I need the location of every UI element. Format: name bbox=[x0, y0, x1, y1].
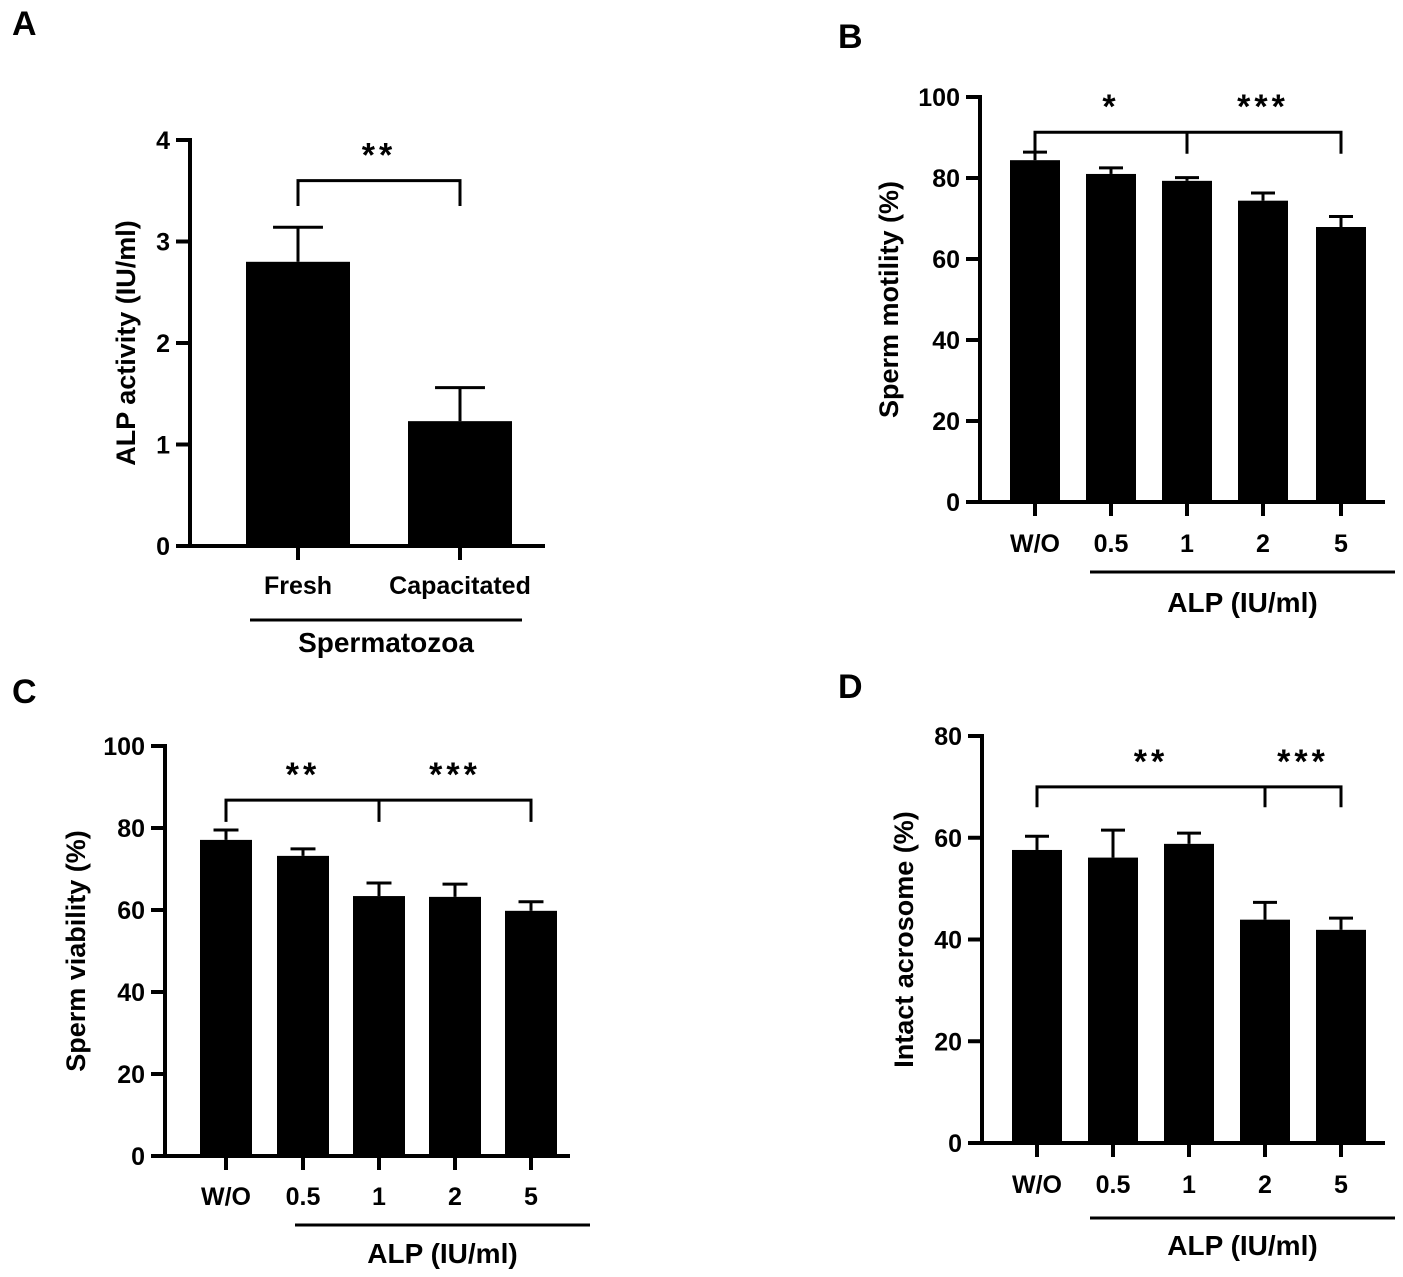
y-tick-label: 0 bbox=[946, 489, 960, 517]
bar bbox=[353, 896, 405, 1156]
significance-stars: *** bbox=[1237, 88, 1289, 126]
x-tick-label: W/O bbox=[1012, 1171, 1062, 1199]
significance-bracket bbox=[224, 798, 533, 822]
x-tick-label: 1 bbox=[1182, 1171, 1196, 1199]
x-tick-label: Fresh bbox=[264, 572, 332, 600]
bar bbox=[1240, 919, 1290, 1143]
bar bbox=[505, 910, 557, 1156]
bar bbox=[408, 421, 512, 546]
x-tick-label: 5 bbox=[524, 1183, 538, 1211]
y-axis-label: Sperm motility (%) bbox=[874, 181, 904, 418]
x-axis-label: ALP (IU/ml) bbox=[1167, 587, 1317, 618]
x-tick-label: 2 bbox=[1258, 1171, 1272, 1199]
y-axis-label: ALP activity (IU/ml) bbox=[111, 220, 141, 466]
significance-stars: * bbox=[1102, 88, 1119, 126]
x-tick-label: 0.5 bbox=[1094, 530, 1129, 558]
bar bbox=[1086, 173, 1136, 502]
y-tick-label: 80 bbox=[932, 165, 960, 193]
y-tick-label: 100 bbox=[918, 84, 960, 112]
significance-stars: *** bbox=[429, 756, 481, 794]
significance-stars: *** bbox=[1277, 743, 1329, 781]
y-tick-label: 40 bbox=[934, 927, 962, 955]
x-tick-label: 1 bbox=[372, 1183, 386, 1211]
y-axis-label: Intact acrosome (%) bbox=[889, 811, 919, 1068]
bar bbox=[277, 855, 329, 1156]
x-tick-label: 0.5 bbox=[286, 1183, 321, 1211]
x-tick-label: 2 bbox=[1256, 530, 1270, 558]
significance-bracket bbox=[1033, 130, 1343, 154]
y-tick-label: 20 bbox=[934, 1028, 962, 1056]
panel-letter: D bbox=[838, 668, 863, 706]
bar bbox=[1164, 843, 1214, 1143]
y-tick-label: 60 bbox=[934, 825, 962, 853]
y-tick-label: 0 bbox=[156, 533, 170, 561]
bar bbox=[200, 839, 252, 1156]
panel-C: C 0 20 40 60 80 100 Sperm viability (%) W/O 0.5 1 2… bbox=[12, 673, 590, 1269]
y-tick-label: 0 bbox=[131, 1143, 145, 1171]
panel-D: D 0 20 40 60 80 Intact acrosome (%) W/O 0.5 1 2 5 AL… bbox=[838, 668, 1395, 1261]
x-tick-label: 1 bbox=[1180, 530, 1194, 558]
x-tick-label: Capacitated bbox=[389, 572, 531, 600]
panel-B: B 0 20 40 60 80 100 Sperm motility (%) W/O 0.5 1 2 5… bbox=[838, 18, 1395, 618]
significance-stars: ** bbox=[362, 137, 396, 175]
significance-stars: ** bbox=[286, 756, 320, 794]
bar bbox=[1012, 849, 1062, 1143]
x-tick-label: W/O bbox=[1010, 530, 1060, 558]
y-tick-label: 3 bbox=[156, 229, 170, 257]
y-tick-label: 20 bbox=[117, 1061, 145, 1089]
bar bbox=[1316, 929, 1366, 1143]
y-tick-label: 100 bbox=[103, 733, 145, 761]
significance-bracket bbox=[1035, 785, 1343, 808]
y-axis-label: Sperm viability (%) bbox=[61, 830, 91, 1072]
x-tick-label: 5 bbox=[1334, 1171, 1348, 1199]
x-tick-label: 2 bbox=[448, 1183, 462, 1211]
y-tick-label: 4 bbox=[156, 127, 170, 155]
y-tick-label: 1 bbox=[156, 432, 170, 460]
x-axis-label: Spermatozoa bbox=[298, 627, 474, 658]
significance-bracket bbox=[296, 179, 462, 206]
y-tick-label: 20 bbox=[932, 408, 960, 436]
bar bbox=[1088, 857, 1138, 1143]
x-axis-label: ALP (IU/ml) bbox=[367, 1238, 517, 1269]
x-tick-label: 0.5 bbox=[1096, 1171, 1131, 1199]
bar bbox=[1010, 160, 1060, 502]
x-tick-label: 5 bbox=[1334, 530, 1348, 558]
y-tick-label: 80 bbox=[117, 815, 145, 843]
y-tick-label: 80 bbox=[934, 723, 962, 751]
y-tick-label: 40 bbox=[117, 979, 145, 1007]
y-tick-label: 60 bbox=[932, 246, 960, 274]
x-tick-label: W/O bbox=[201, 1183, 251, 1211]
y-tick-label: 2 bbox=[156, 330, 170, 358]
y-tick-label: 40 bbox=[932, 327, 960, 355]
y-tick-label: 60 bbox=[117, 897, 145, 925]
bar bbox=[246, 261, 350, 546]
bar bbox=[1162, 180, 1212, 502]
significance-stars: ** bbox=[1134, 743, 1168, 781]
y-tick-label: 0 bbox=[948, 1130, 962, 1158]
panel-letter: B bbox=[838, 18, 863, 56]
panel-letter: A bbox=[12, 5, 37, 43]
bar bbox=[1238, 200, 1288, 502]
panel-A: A 0 1 2 3 4 ALP activity (IU/ml) Fresh Capacitat… bbox=[12, 5, 545, 658]
bar bbox=[1316, 227, 1366, 502]
bar bbox=[429, 896, 481, 1156]
panel-letter: C bbox=[12, 673, 37, 711]
x-axis-label: ALP (IU/ml) bbox=[1167, 1230, 1317, 1261]
